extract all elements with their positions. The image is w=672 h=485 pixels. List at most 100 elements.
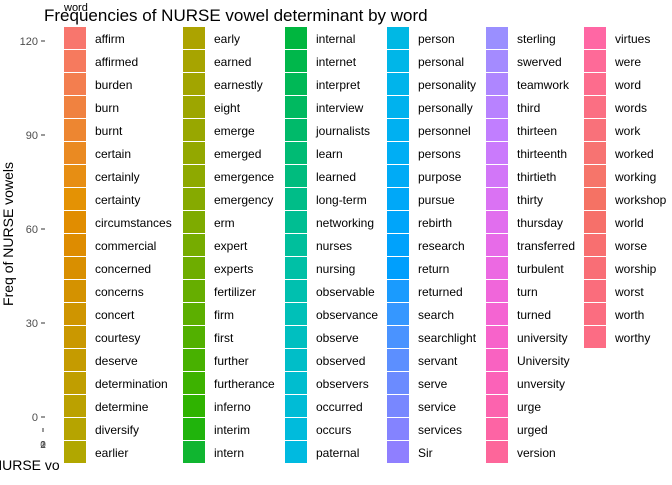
legend-label: further [214, 354, 249, 368]
legend-key [285, 280, 307, 302]
legend-label: worst [614, 285, 644, 299]
x-tick-label: 1 [40, 440, 46, 451]
legend-label: worth [614, 308, 644, 322]
legend-key [387, 280, 409, 302]
legend-key [285, 73, 307, 95]
legend-label: world [614, 216, 644, 230]
legend-key [183, 119, 205, 141]
legend-key [183, 27, 205, 49]
legend-label: early [214, 32, 240, 46]
legend-key [584, 257, 606, 279]
legend-key [285, 96, 307, 118]
legend-key [584, 211, 606, 233]
legend-label: thirtieth [517, 170, 556, 184]
legend-key [584, 50, 606, 72]
legend-key [486, 27, 508, 49]
x-axis-label: NURSE vo [0, 457, 60, 473]
legend-key [387, 211, 409, 233]
legend-key [64, 142, 86, 164]
legend-key [387, 326, 409, 348]
legend-key [285, 372, 307, 394]
legend-key [387, 372, 409, 394]
legend-label: eight [214, 101, 241, 115]
legend-label: teamwork [517, 78, 570, 92]
legend-key [584, 27, 606, 49]
legend-label: affirmed [95, 55, 138, 69]
legend-label: fertilizer [214, 285, 256, 299]
chart-title: Frequencies of NURSE vowel determinant b… [44, 6, 428, 25]
legend-label: workshop [614, 193, 667, 207]
legend-label: purpose [418, 170, 462, 184]
legend-key [285, 257, 307, 279]
legend-key [64, 326, 86, 348]
legend-key [387, 418, 409, 440]
legend-key [584, 73, 606, 95]
legend-key [387, 441, 409, 463]
legend-label: emergence [214, 170, 274, 184]
legend-label: thirteenth [517, 147, 567, 161]
legend-key [486, 73, 508, 95]
legend-label: internet [316, 55, 357, 69]
legend-key [387, 165, 409, 187]
legend-label: emerge [214, 124, 255, 138]
legend-key [387, 142, 409, 164]
legend-label: unversity [517, 377, 565, 391]
legend-label: urge [517, 400, 541, 414]
legend-key [183, 349, 205, 371]
legend-label: certainly [95, 170, 140, 184]
y-tick-label: 30 [26, 318, 38, 330]
legend-key [285, 211, 307, 233]
legend-label: determine [95, 400, 149, 414]
legend-key [64, 211, 86, 233]
legend-label: searchlight [418, 331, 477, 345]
legend-key [387, 303, 409, 325]
legend-label: thirteen [517, 124, 557, 138]
legend-key [486, 418, 508, 440]
legend-key [584, 326, 606, 348]
legend-key [387, 27, 409, 49]
legend-label: observers [316, 377, 369, 391]
legend-label: word [614, 78, 641, 92]
legend-key [584, 119, 606, 141]
legend-key [285, 234, 307, 256]
legend-label: nursing [316, 262, 355, 276]
legend-key [64, 441, 86, 463]
legend-label: worship [614, 262, 657, 276]
legend-key [64, 50, 86, 72]
legend-key [183, 418, 205, 440]
legend-label: worthy [614, 331, 650, 345]
legend-label: observed [316, 354, 365, 368]
legend-label: nurses [316, 239, 352, 253]
legend-key [64, 119, 86, 141]
legend-key [486, 165, 508, 187]
legend-key [183, 441, 205, 463]
legend-key [584, 234, 606, 256]
legend-key [64, 418, 86, 440]
legend-label: worked [614, 147, 654, 161]
legend-label: observable [316, 285, 375, 299]
legend-key [486, 211, 508, 233]
legend-key [285, 441, 307, 463]
legend-key [584, 165, 606, 187]
legend-label: intern [214, 446, 244, 460]
legend-label: Sir [418, 446, 433, 460]
legend-label: university [517, 331, 568, 345]
legend-label: words [614, 101, 647, 115]
legend-key [285, 349, 307, 371]
legend-label: service [418, 400, 456, 414]
legend-label: learned [316, 170, 356, 184]
y-tick-label: 90 [26, 130, 38, 142]
legend-label: interview [316, 101, 364, 115]
legend-key [387, 395, 409, 417]
legend-label: worse [614, 239, 647, 253]
legend-label: research [418, 239, 465, 253]
legend-label: observe [316, 331, 359, 345]
legend-key [183, 303, 205, 325]
legend-label: turbulent [517, 262, 564, 276]
legend-label: University [517, 354, 570, 368]
legend-label: paternal [316, 446, 359, 460]
legend-key [486, 50, 508, 72]
legend-key [387, 119, 409, 141]
legend-label: working [614, 170, 656, 184]
legend-label: firm [214, 308, 234, 322]
